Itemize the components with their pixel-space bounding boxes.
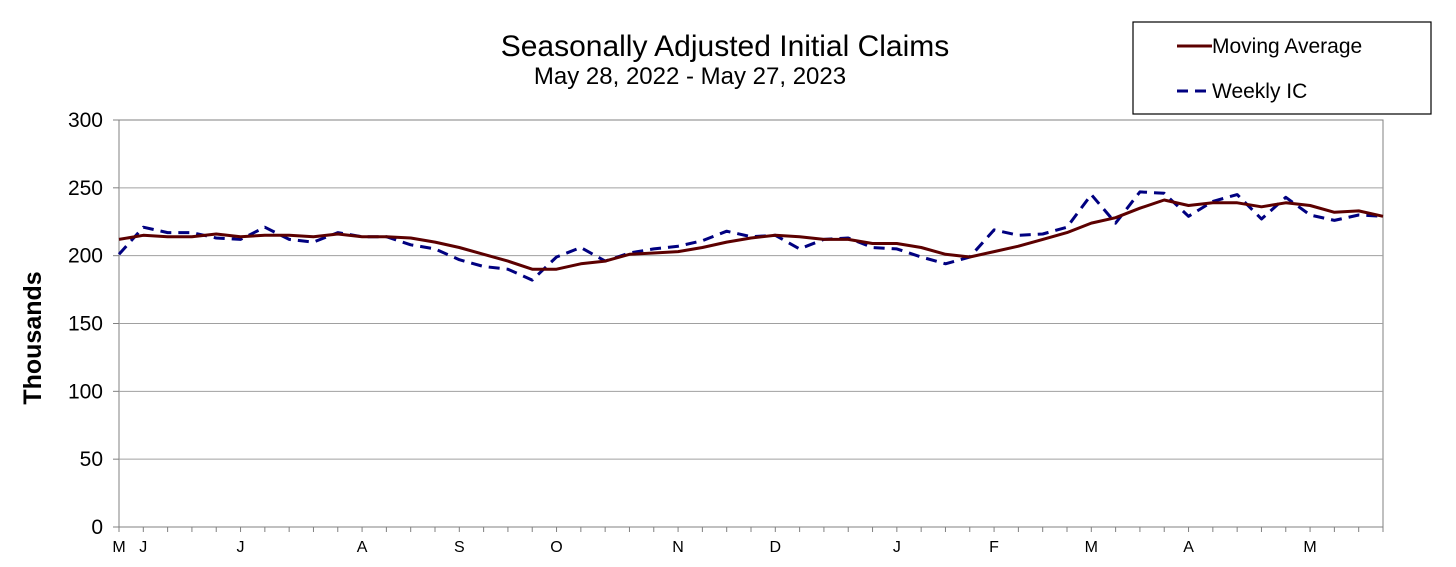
x-tick-label: M <box>112 539 125 556</box>
y-tick-label: 200 <box>68 245 103 268</box>
x-tick-label: D <box>770 539 782 556</box>
y-axis: 0 50 100 150 200 250 300 <box>68 109 119 539</box>
x-tick-label: M <box>1085 539 1098 556</box>
gridlines <box>119 187 1383 460</box>
legend-label-moving-average: Moving Average <box>1212 35 1362 58</box>
x-tick-label: J <box>893 539 901 556</box>
legend: Moving Average Weekly IC <box>1132 21 1432 115</box>
series-lines <box>117 190 1384 282</box>
y-tick-label: 150 <box>68 313 103 336</box>
x-tick-label: J <box>237 539 245 556</box>
y-tick-label: 50 <box>80 448 103 471</box>
y-tick-label: 300 <box>68 109 103 132</box>
chart-title: Seasonally Adjusted Initial Claims <box>501 30 950 63</box>
y-axis-title: Thousands <box>19 271 47 404</box>
chart-subtitle: May 28, 2022 - May 27, 2023 <box>534 63 846 90</box>
x-tick-label: M <box>1303 539 1316 556</box>
x-tick-label: J <box>139 539 147 556</box>
y-tick-label: 100 <box>68 380 103 403</box>
x-tick-label: A <box>357 539 368 556</box>
y-tick-label: 0 <box>91 516 103 539</box>
legend-label-weekly-ic: Weekly IC <box>1212 80 1307 103</box>
x-tick-label: N <box>672 539 684 556</box>
x-tick-label: A <box>1183 539 1194 556</box>
x-tick-label: S <box>454 539 465 556</box>
series-line-moving-average <box>118 198 1384 271</box>
x-tick-label: O <box>550 539 562 556</box>
legend-box <box>1132 21 1432 115</box>
x-tick-label: F <box>989 539 999 556</box>
y-tick-label: 250 <box>68 177 103 200</box>
